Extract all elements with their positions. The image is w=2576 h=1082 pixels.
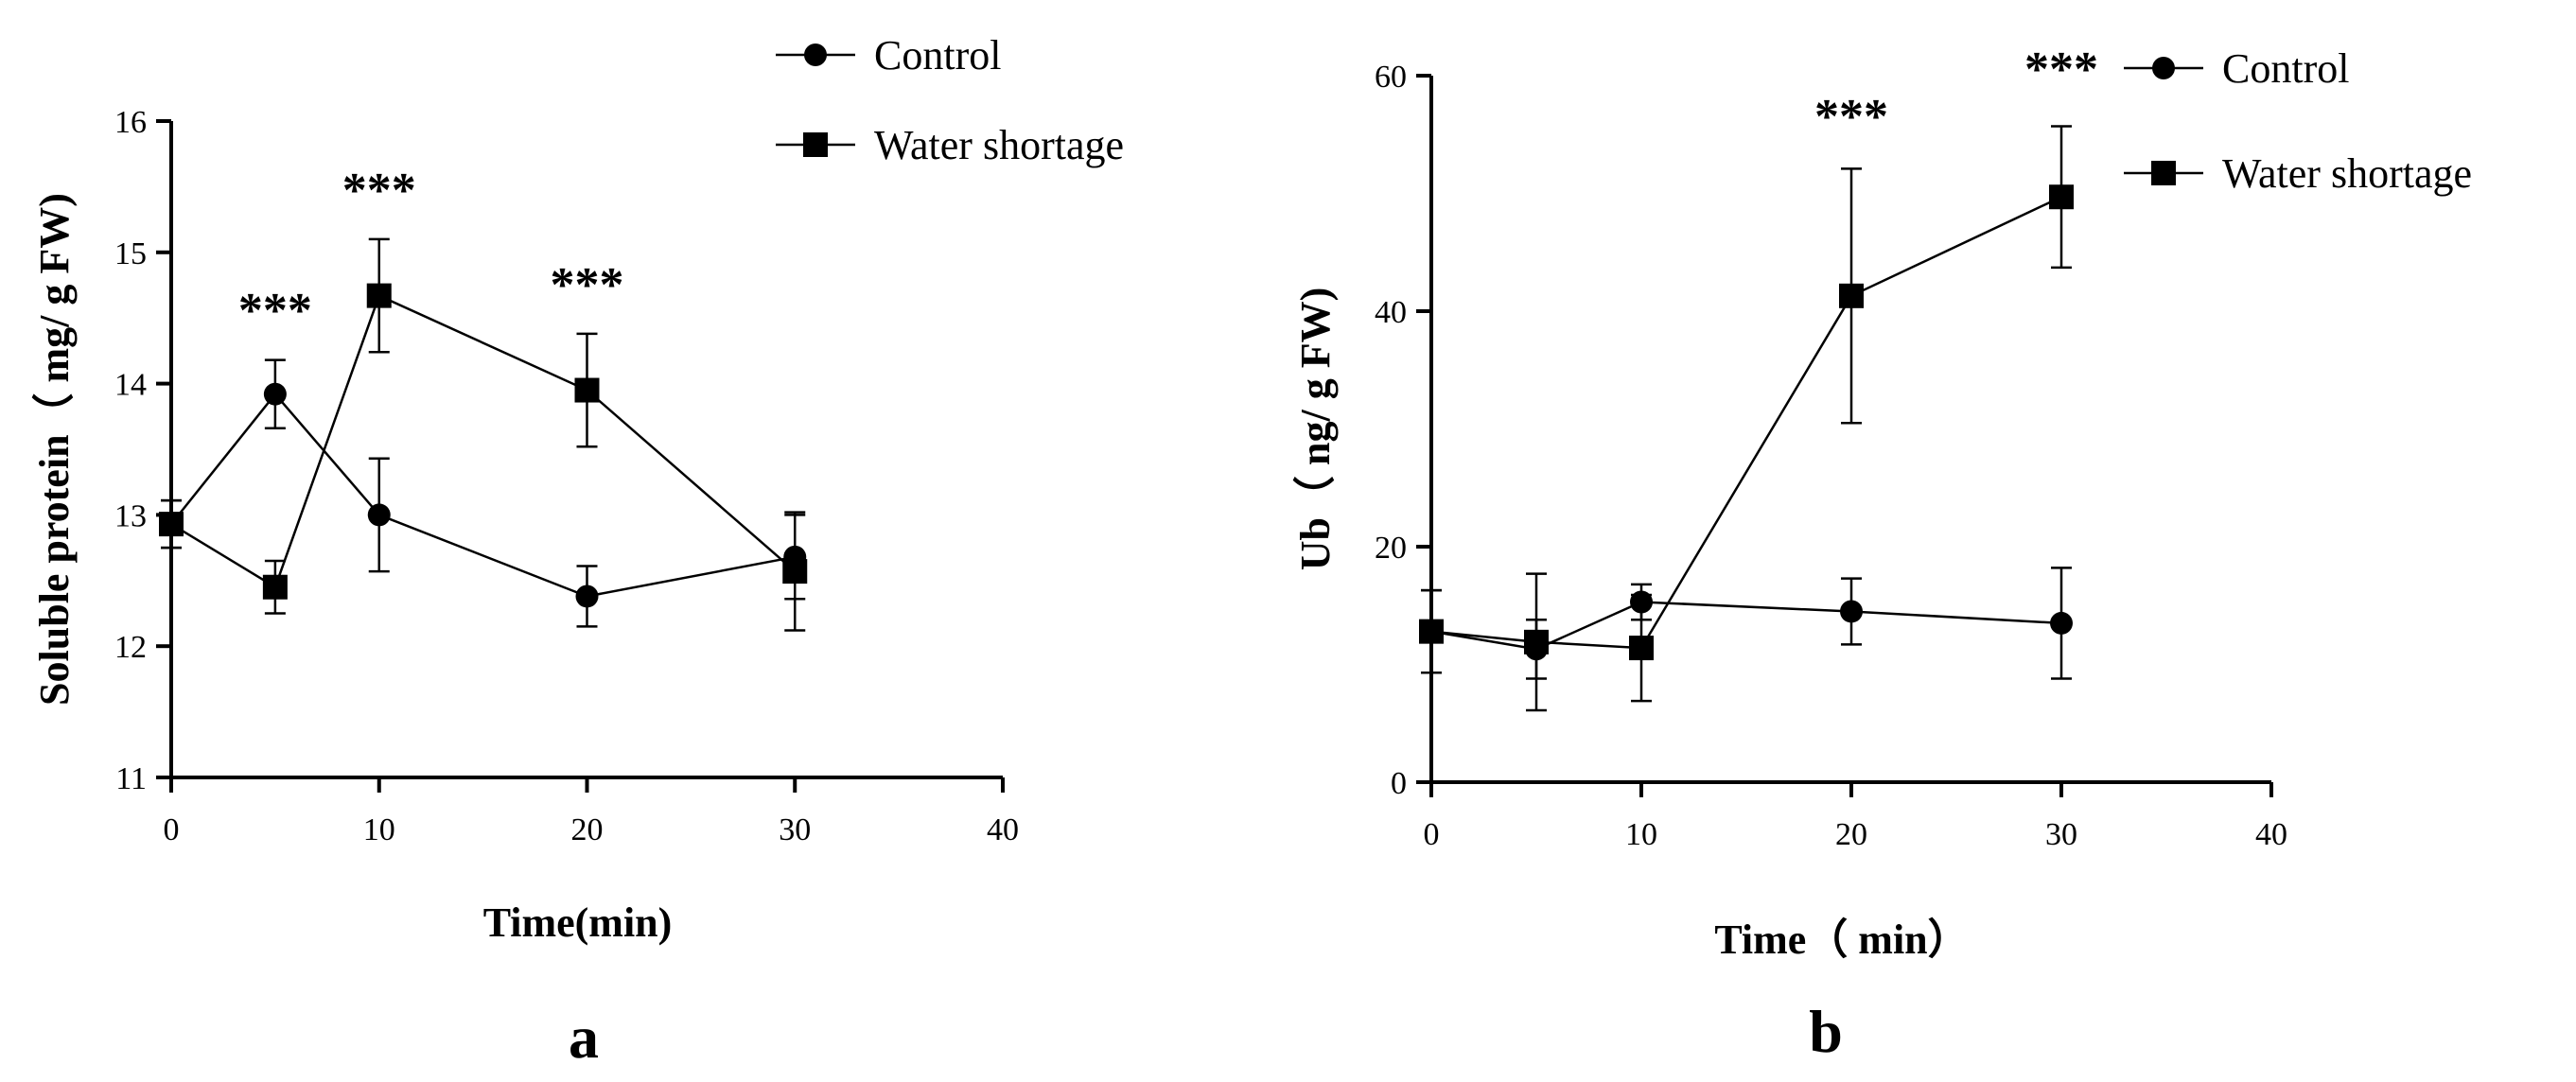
significance-marker: *** [238, 284, 312, 338]
legend-marker-circle [2152, 57, 2175, 79]
data-point-square [1524, 629, 1549, 654]
significance-marker: *** [2024, 43, 2098, 96]
series-line [170, 392, 796, 598]
data-point-circle [2050, 611, 2073, 635]
legend-marker-square [803, 132, 828, 157]
x-tick-label: 30 [779, 812, 811, 847]
y-axis-title: Soluble protein（ mg/ g FW) [31, 193, 78, 706]
data-point-circle [367, 503, 391, 527]
y-tick-label: 60 [1375, 60, 1407, 95]
y-tick-label: 11 [115, 761, 147, 796]
legend-label: Water shortage [2222, 150, 2472, 197]
data-point-square [1419, 619, 1444, 644]
data-point-circle [1840, 600, 1863, 623]
series-water-shortage [159, 237, 808, 632]
data-point-square [366, 283, 392, 308]
legend-entry: Control [2124, 45, 2349, 92]
data-point-circle [575, 585, 599, 608]
y-tick-label: 0 [1391, 766, 1407, 801]
data-point-square [782, 559, 808, 585]
x-tick-label: 0 [1424, 817, 1440, 852]
significance-marker: *** [551, 258, 624, 312]
y-tick-label: 15 [114, 236, 147, 271]
x-axis-title: Time（ min） [1714, 916, 1969, 963]
x-tick-label: 10 [1625, 817, 1657, 852]
legend-label: Water shortage [874, 122, 1124, 168]
legend-entry: Control [776, 32, 1001, 79]
series-water-shortage [1419, 125, 2074, 712]
y-tick-label: 16 [114, 105, 147, 140]
significance-marker: *** [342, 164, 416, 218]
legend-marker-circle [804, 44, 827, 66]
y-tick-label: 40 [1375, 295, 1407, 330]
legend-label: Control [874, 32, 1001, 79]
data-point-square [262, 574, 288, 600]
chart-panel-b: 0 10 20 30 40 0 20 40 60 Time（ min） Ub（ ng/ g FW) b… [1292, 43, 2472, 1065]
data-point-square [1839, 283, 1864, 308]
series-line [1430, 196, 2062, 650]
legend-entry: Water shortage [2124, 150, 2472, 197]
panel-label: b [1809, 998, 1843, 1065]
series-line [170, 293, 797, 589]
series-control [1420, 567, 2073, 680]
series-control [160, 358, 807, 628]
x-axis-title: Time(min) [483, 899, 673, 946]
data-point-circle [263, 382, 287, 406]
data-point-square [574, 377, 600, 403]
data-point-square [159, 512, 184, 537]
legend-entry: Water shortage [776, 122, 1124, 168]
y-tick-label: 14 [114, 368, 147, 403]
x-tick-label: 30 [2045, 817, 2077, 852]
chart-panel-a: 0 10 20 30 40 11 12 13 14 15 16 Time(min) Soluble pr… [31, 32, 1124, 1071]
panel-label: a [569, 1003, 599, 1071]
x-tick-label: 10 [363, 812, 395, 847]
x-tick-label: 40 [2255, 817, 2287, 852]
x-tick-label: 20 [1835, 817, 1867, 852]
significance-marker: *** [1814, 90, 1888, 144]
x-tick-label: 0 [164, 812, 180, 847]
data-point-square [2049, 184, 2074, 210]
data-point-square [1629, 636, 1654, 661]
y-tick-label: 13 [114, 498, 147, 533]
legend-marker-square [2151, 161, 2176, 185]
x-tick-label: 40 [987, 812, 1019, 847]
y-tick-label: 12 [114, 630, 147, 665]
y-axis-title: Ub（ ng/ g FW) [1292, 288, 1339, 570]
legend-label: Control [2222, 45, 2349, 92]
x-tick-label: 20 [571, 812, 604, 847]
y-tick-label: 20 [1375, 531, 1407, 566]
